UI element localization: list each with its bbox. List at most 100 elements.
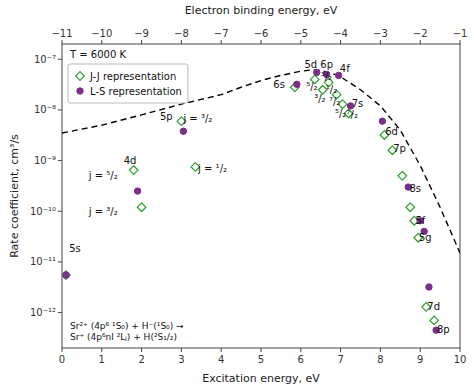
x-tick-label: 9 [417, 354, 423, 365]
annotation-line: Sr⁺ (4p⁶nl ²Lⱼ) + H(²S₁/₂) [70, 332, 177, 342]
x2-tick-label: −6 [254, 28, 269, 39]
legend-swatch [76, 72, 85, 81]
annotation: 5s [69, 243, 81, 254]
annotation: 7p [393, 143, 406, 154]
x2-axis-label: Electron binding energy, eV [185, 4, 338, 17]
x2-tick [420, 40, 421, 44]
annotation: 4f [340, 63, 350, 74]
y-tick [58, 160, 62, 161]
point [180, 128, 186, 134]
x2-tick-label: −10 [91, 28, 112, 39]
annotation: ³/₂ [314, 93, 325, 104]
annotation: j = ³/₂ [182, 113, 212, 124]
x-tick-label: 8 [377, 354, 383, 365]
x-tick [340, 348, 341, 352]
x2-tick-label: −2 [413, 28, 428, 39]
x-tick [420, 348, 421, 352]
plot-frame [62, 44, 460, 348]
x2-tick [221, 40, 222, 44]
x2-tick-label: −9 [134, 28, 149, 39]
point [63, 272, 69, 278]
x-tick-label: 7 [337, 354, 343, 365]
legend-swatch [77, 88, 83, 94]
x-tick [101, 348, 102, 352]
x-tick-label: 5 [258, 354, 264, 365]
y-tick-label: 10⁻⁸ [34, 104, 56, 115]
annotation: j = ¹/₂ [197, 163, 227, 174]
annotation-line: Sr²⁺ (4p⁶ ¹S₀) + H⁻(¹S₀) → [70, 321, 184, 331]
y-tick-label: 10⁻⁹ [34, 155, 56, 166]
annotation-line: T = 6000 K [69, 49, 126, 60]
x-tick [261, 348, 262, 352]
x-tick-label: 3 [178, 354, 184, 365]
x-tick [221, 348, 222, 352]
annotation: ⁵/₂ [306, 81, 317, 92]
x2-tick [460, 40, 461, 44]
x-tick [380, 348, 381, 352]
x-tick-label: 6 [298, 354, 304, 365]
chart: 012345678910−11−10−9−8−7−6−5−4−3−2−110⁻¹… [0, 0, 474, 388]
point [294, 81, 300, 87]
point [62, 271, 70, 280]
annotation: 4d [124, 155, 137, 166]
x2-tick [340, 40, 341, 44]
annotations: T = 6000 K Sr²⁺ (4p⁶ ¹S₀) + H⁻(¹S₀) →Sr⁺ … [69, 49, 450, 342]
annotation: ⁷/₂ [329, 96, 340, 107]
y-tick-label: 10⁻¹⁰ [30, 206, 56, 217]
x2-tick [380, 40, 381, 44]
x-tick [141, 348, 142, 352]
y-tick [58, 59, 62, 60]
point [406, 203, 415, 212]
annotation: T = 6000 K [69, 49, 126, 60]
x2-tick [141, 40, 142, 44]
point [314, 69, 320, 75]
point [398, 172, 407, 181]
y-tick [58, 109, 62, 110]
annotation: 5d 6p [304, 59, 333, 70]
x-tick-label: 4 [218, 354, 224, 365]
x2-tick-label: −1 [453, 28, 468, 39]
x-tick [181, 348, 182, 352]
axes: 012345678910−11−10−9−8−7−6−5−4−3−2−110⁻¹… [30, 28, 467, 365]
x-tick-label: 0 [59, 354, 65, 365]
annotation: ⁷/₂ [347, 109, 358, 120]
x2-tick-label: −7 [214, 28, 229, 39]
point [137, 203, 146, 212]
y-tick [58, 312, 62, 313]
x-tick [300, 348, 301, 352]
annotation: j = ³/₂ [88, 206, 118, 217]
x2-tick-label: −11 [51, 28, 72, 39]
x-tick [62, 348, 63, 352]
plot-data [62, 69, 460, 333]
legend-label: L-S representation [90, 86, 182, 97]
x-tick-label: 10 [454, 354, 467, 365]
point [426, 284, 432, 290]
point [379, 118, 385, 124]
point [134, 188, 140, 194]
x2-tick [181, 40, 182, 44]
x-tick-label: 1 [99, 354, 105, 365]
legend-label: J-J representation [89, 71, 176, 82]
annotation: j = ⁵/₂ [88, 170, 118, 181]
annotation: 6d [385, 126, 398, 137]
y-tick [58, 261, 62, 262]
annotation: 8p [437, 324, 450, 335]
x2-tick-label: −3 [373, 28, 388, 39]
y-tick-label: 10⁻⁷ [34, 54, 56, 65]
annotation: 5g [419, 232, 432, 243]
y-tick-label: 10⁻¹² [30, 307, 56, 318]
annotation: 7s [352, 98, 364, 109]
annotation: ³/₂ [321, 71, 332, 82]
y-axis-label: Rate coefficient, cm³/s [8, 134, 21, 258]
y-tick [58, 211, 62, 212]
legend-box [68, 64, 188, 103]
x2-tick-label: −4 [333, 28, 348, 39]
annotation: 8s [409, 183, 421, 194]
x2-tick [62, 40, 63, 44]
annotation: 5p [160, 111, 173, 122]
x2-tick [300, 40, 301, 44]
x-tick [460, 348, 461, 352]
annotation: 7d [427, 301, 440, 312]
annotation: ⁵/₂ [335, 108, 346, 119]
x2-tick [261, 40, 262, 44]
